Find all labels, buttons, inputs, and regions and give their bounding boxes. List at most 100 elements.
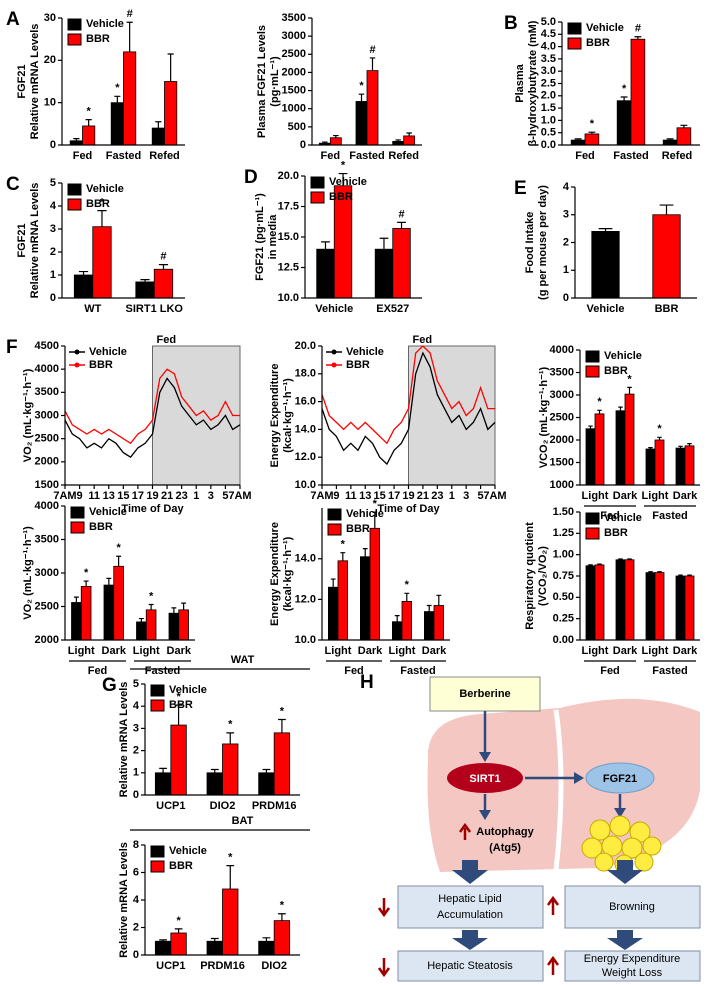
error-bar [634, 36, 642, 40]
error-bar [362, 548, 368, 557]
error-bar [226, 732, 235, 744]
y-tick-label: 1.0 [541, 114, 556, 126]
y-tick-label: 0 [300, 139, 306, 151]
x-tick-label: WT [84, 303, 101, 315]
x-tick-label: Dark [102, 645, 127, 657]
bar [684, 575, 695, 641]
y-tick-label: 17.5 [278, 200, 299, 212]
legend-swatch [70, 521, 85, 534]
bar [110, 102, 124, 146]
error-bar [588, 131, 596, 134]
node-label: Autophagy [476, 826, 534, 838]
y-tick-label: 1.00 [553, 549, 574, 561]
axes [144, 845, 300, 956]
arrowhead [574, 772, 584, 784]
x-tick-label: 23 [431, 490, 443, 502]
legend-swatch [67, 183, 82, 196]
bar [145, 609, 157, 641]
y-tick-label: 1500 [550, 456, 574, 468]
x-tick-label: Dark [358, 645, 383, 657]
error-bar [666, 138, 674, 141]
x-tick-label: 7AM [483, 490, 506, 502]
down-arrow [377, 898, 391, 918]
legend-label: BBR [89, 359, 113, 371]
x-tick-label: Fed [321, 150, 341, 162]
y-tick-label: 1.25 [553, 527, 574, 539]
axes [561, 22, 700, 146]
significance: # [398, 208, 404, 220]
big-arrow [607, 860, 643, 884]
sirt1-node [447, 763, 523, 793]
chart-title: WAT [231, 654, 255, 666]
legend-dot [331, 362, 337, 368]
panel-label: E [514, 178, 527, 199]
up-arrow [546, 955, 560, 975]
y-axis-label: Energy Expenditure [269, 522, 281, 626]
y-tick-label: 4 [50, 200, 57, 212]
error-bar [597, 563, 602, 565]
y-tick-label: 5 [50, 177, 56, 189]
significance: * [405, 579, 410, 591]
fed-region [408, 345, 496, 486]
legend-label: BBR [586, 37, 610, 49]
panel-label: C [6, 174, 20, 195]
y-tick-label: 0 [50, 139, 56, 151]
error-bar [106, 577, 112, 586]
bar [391, 621, 403, 641]
bar [154, 940, 172, 956]
y-tick-label: 1000 [282, 103, 306, 115]
error-bar [114, 95, 121, 103]
error-bar [379, 237, 389, 250]
y-tick-label: 1500 [35, 479, 59, 491]
bar [329, 137, 342, 146]
panel-label: F [6, 337, 18, 358]
y-tick-label: 20.0 [278, 170, 299, 182]
y-tick-label: 3500 [35, 533, 59, 545]
error-bar [322, 141, 328, 144]
error-bar [171, 607, 177, 614]
bar [168, 612, 180, 641]
significance: * [590, 118, 595, 130]
error-bar [116, 555, 122, 567]
legend-label: BBR [329, 191, 353, 203]
error-bar [620, 96, 628, 101]
error-bar [404, 592, 410, 602]
y-tick-label: 12.0 [295, 593, 316, 605]
legend-label: BBR [169, 860, 193, 872]
y-tick-label: 2.5 [541, 77, 556, 89]
x-tick-label: 9 [77, 490, 83, 502]
bar [92, 226, 112, 299]
x-tick-label: Light [389, 645, 416, 657]
x-tick-label: 3 [208, 490, 214, 502]
bar [615, 559, 626, 641]
bar [69, 140, 83, 146]
y-axis-label: (g per mouse per day) [537, 185, 549, 300]
y-tick-label: 10.0 [295, 479, 316, 491]
region-label: Fed [157, 334, 177, 346]
x-tick-label: UCP1 [156, 800, 185, 812]
error-bar [687, 574, 692, 576]
series-line [64, 377, 241, 459]
error-bar [574, 138, 582, 141]
y-tick-label: 5.0 [541, 16, 556, 28]
bar [123, 51, 137, 146]
legend-label: Vehicle [346, 508, 384, 520]
bar [359, 556, 371, 641]
significance: * [84, 567, 89, 579]
x-tick-label: Dark [167, 645, 192, 657]
x-axis-label: Time of Day [377, 503, 440, 515]
bar [615, 410, 626, 486]
legend-label: BBR [604, 365, 628, 377]
legend-dot [74, 349, 80, 355]
legend-label: Vehicle [586, 22, 624, 34]
bar [684, 445, 695, 486]
bar [594, 564, 605, 641]
bar [433, 605, 445, 641]
x-tick-label: 3 [463, 490, 469, 502]
bar [675, 575, 686, 641]
y-tick-label: 4 [563, 181, 570, 193]
x-tick-label: 11 [345, 490, 357, 502]
error-bar [627, 558, 632, 560]
error-bar [85, 119, 92, 126]
bar [585, 428, 596, 486]
